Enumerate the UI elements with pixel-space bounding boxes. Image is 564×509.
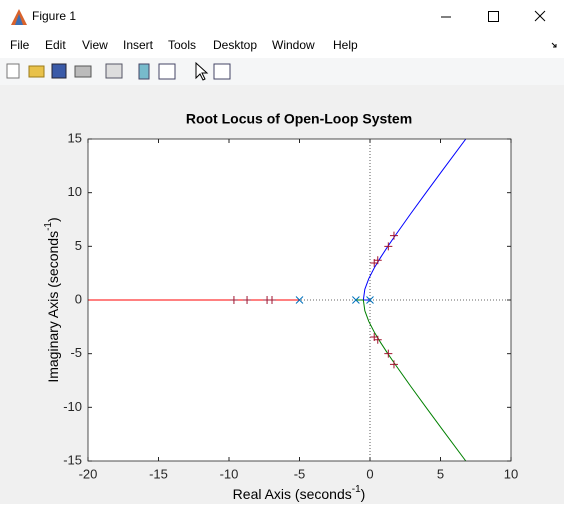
menu-items: File Edit View Insert Tools Desktop Window Help (10, 38, 358, 52)
closed-loop-pole-marker (389, 231, 398, 240)
app-icon (11, 9, 27, 25)
closed-loop-pole-marker (384, 242, 393, 251)
menu-item[interactable]: View (82, 38, 108, 52)
locus-branch (355, 299, 467, 461)
y-label-end: ) (45, 217, 61, 222)
x-tick-label: 5 (437, 466, 444, 481)
print-button[interactable] (74, 65, 92, 78)
y-tick-label: -15 (63, 452, 82, 467)
y-axis-label: Imaginary Axis (seconds-1) (43, 217, 61, 382)
link-button[interactable] (105, 63, 123, 79)
pole-marker (352, 296, 360, 304)
chart-title: Root Locus of Open-Loop System (186, 111, 412, 127)
y-tick-label: -10 (63, 399, 82, 414)
closed-loop-pole-marker (373, 256, 382, 265)
close-button[interactable] (534, 10, 546, 22)
x-tick-label: 0 (366, 466, 373, 481)
closed-loop-pole-marker (243, 296, 252, 304)
x-label-sup: -1 (352, 484, 361, 495)
y-label-text: Imaginary Axis (seconds (45, 231, 61, 383)
toolbar (0, 58, 564, 85)
property-editor-button[interactable] (213, 63, 231, 80)
dock-arrow[interactable] (551, 42, 557, 48)
menu-item[interactable]: Insert (123, 38, 154, 52)
edit-plot-button[interactable] (195, 61, 209, 81)
y-tick-label: 5 (75, 238, 82, 253)
menu-item[interactable]: File (10, 38, 30, 52)
x-label-end: ) (361, 486, 366, 502)
colorbar-button[interactable] (138, 63, 150, 80)
menu-bar (0, 34, 564, 58)
x-tick-label: -20 (79, 466, 98, 481)
x-tick-label: -15 (149, 466, 168, 481)
menu-item[interactable]: Help (333, 38, 358, 52)
save-button[interactable] (51, 63, 67, 79)
x-axis-label: Real Axis (seconds-1) (233, 484, 366, 502)
toolbar-buttons (6, 61, 231, 81)
menu-item[interactable]: Tools (168, 38, 196, 52)
closed-loop-pole-marker (384, 349, 393, 358)
x-label-text: Real Axis (seconds (233, 486, 352, 502)
y-tick-label: -5 (70, 345, 82, 360)
title-bar (0, 0, 564, 34)
closed-loop-pole-marker (373, 335, 382, 344)
axes-box (87, 138, 512, 462)
new-button[interactable] (6, 63, 20, 79)
y-tick-label: 10 (68, 184, 82, 199)
y-tick-label: 0 (75, 291, 82, 306)
x-tick-label: -10 (220, 466, 239, 481)
menu-item[interactable]: Window (272, 38, 315, 52)
closed-loop-pole-marker (229, 296, 238, 304)
y-tick-label: 15 (68, 130, 82, 145)
pole-marker (295, 296, 304, 304)
window-title: Figure 1 (32, 9, 76, 23)
y-label-sup: -1 (43, 222, 54, 231)
pole-marker (366, 296, 374, 304)
maximize-button[interactable] (488, 11, 499, 22)
legend-button[interactable] (158, 63, 176, 80)
menu-item[interactable]: Edit (45, 38, 66, 52)
locus-branch (362, 139, 467, 301)
x-tick-label: 10 (504, 466, 518, 481)
closed-loop-pole-marker (389, 360, 398, 369)
closed-loop-pole-marker (268, 296, 277, 304)
x-tick-label: -5 (294, 466, 306, 481)
open-button[interactable] (28, 65, 45, 78)
menu-item[interactable]: Desktop (213, 38, 257, 52)
